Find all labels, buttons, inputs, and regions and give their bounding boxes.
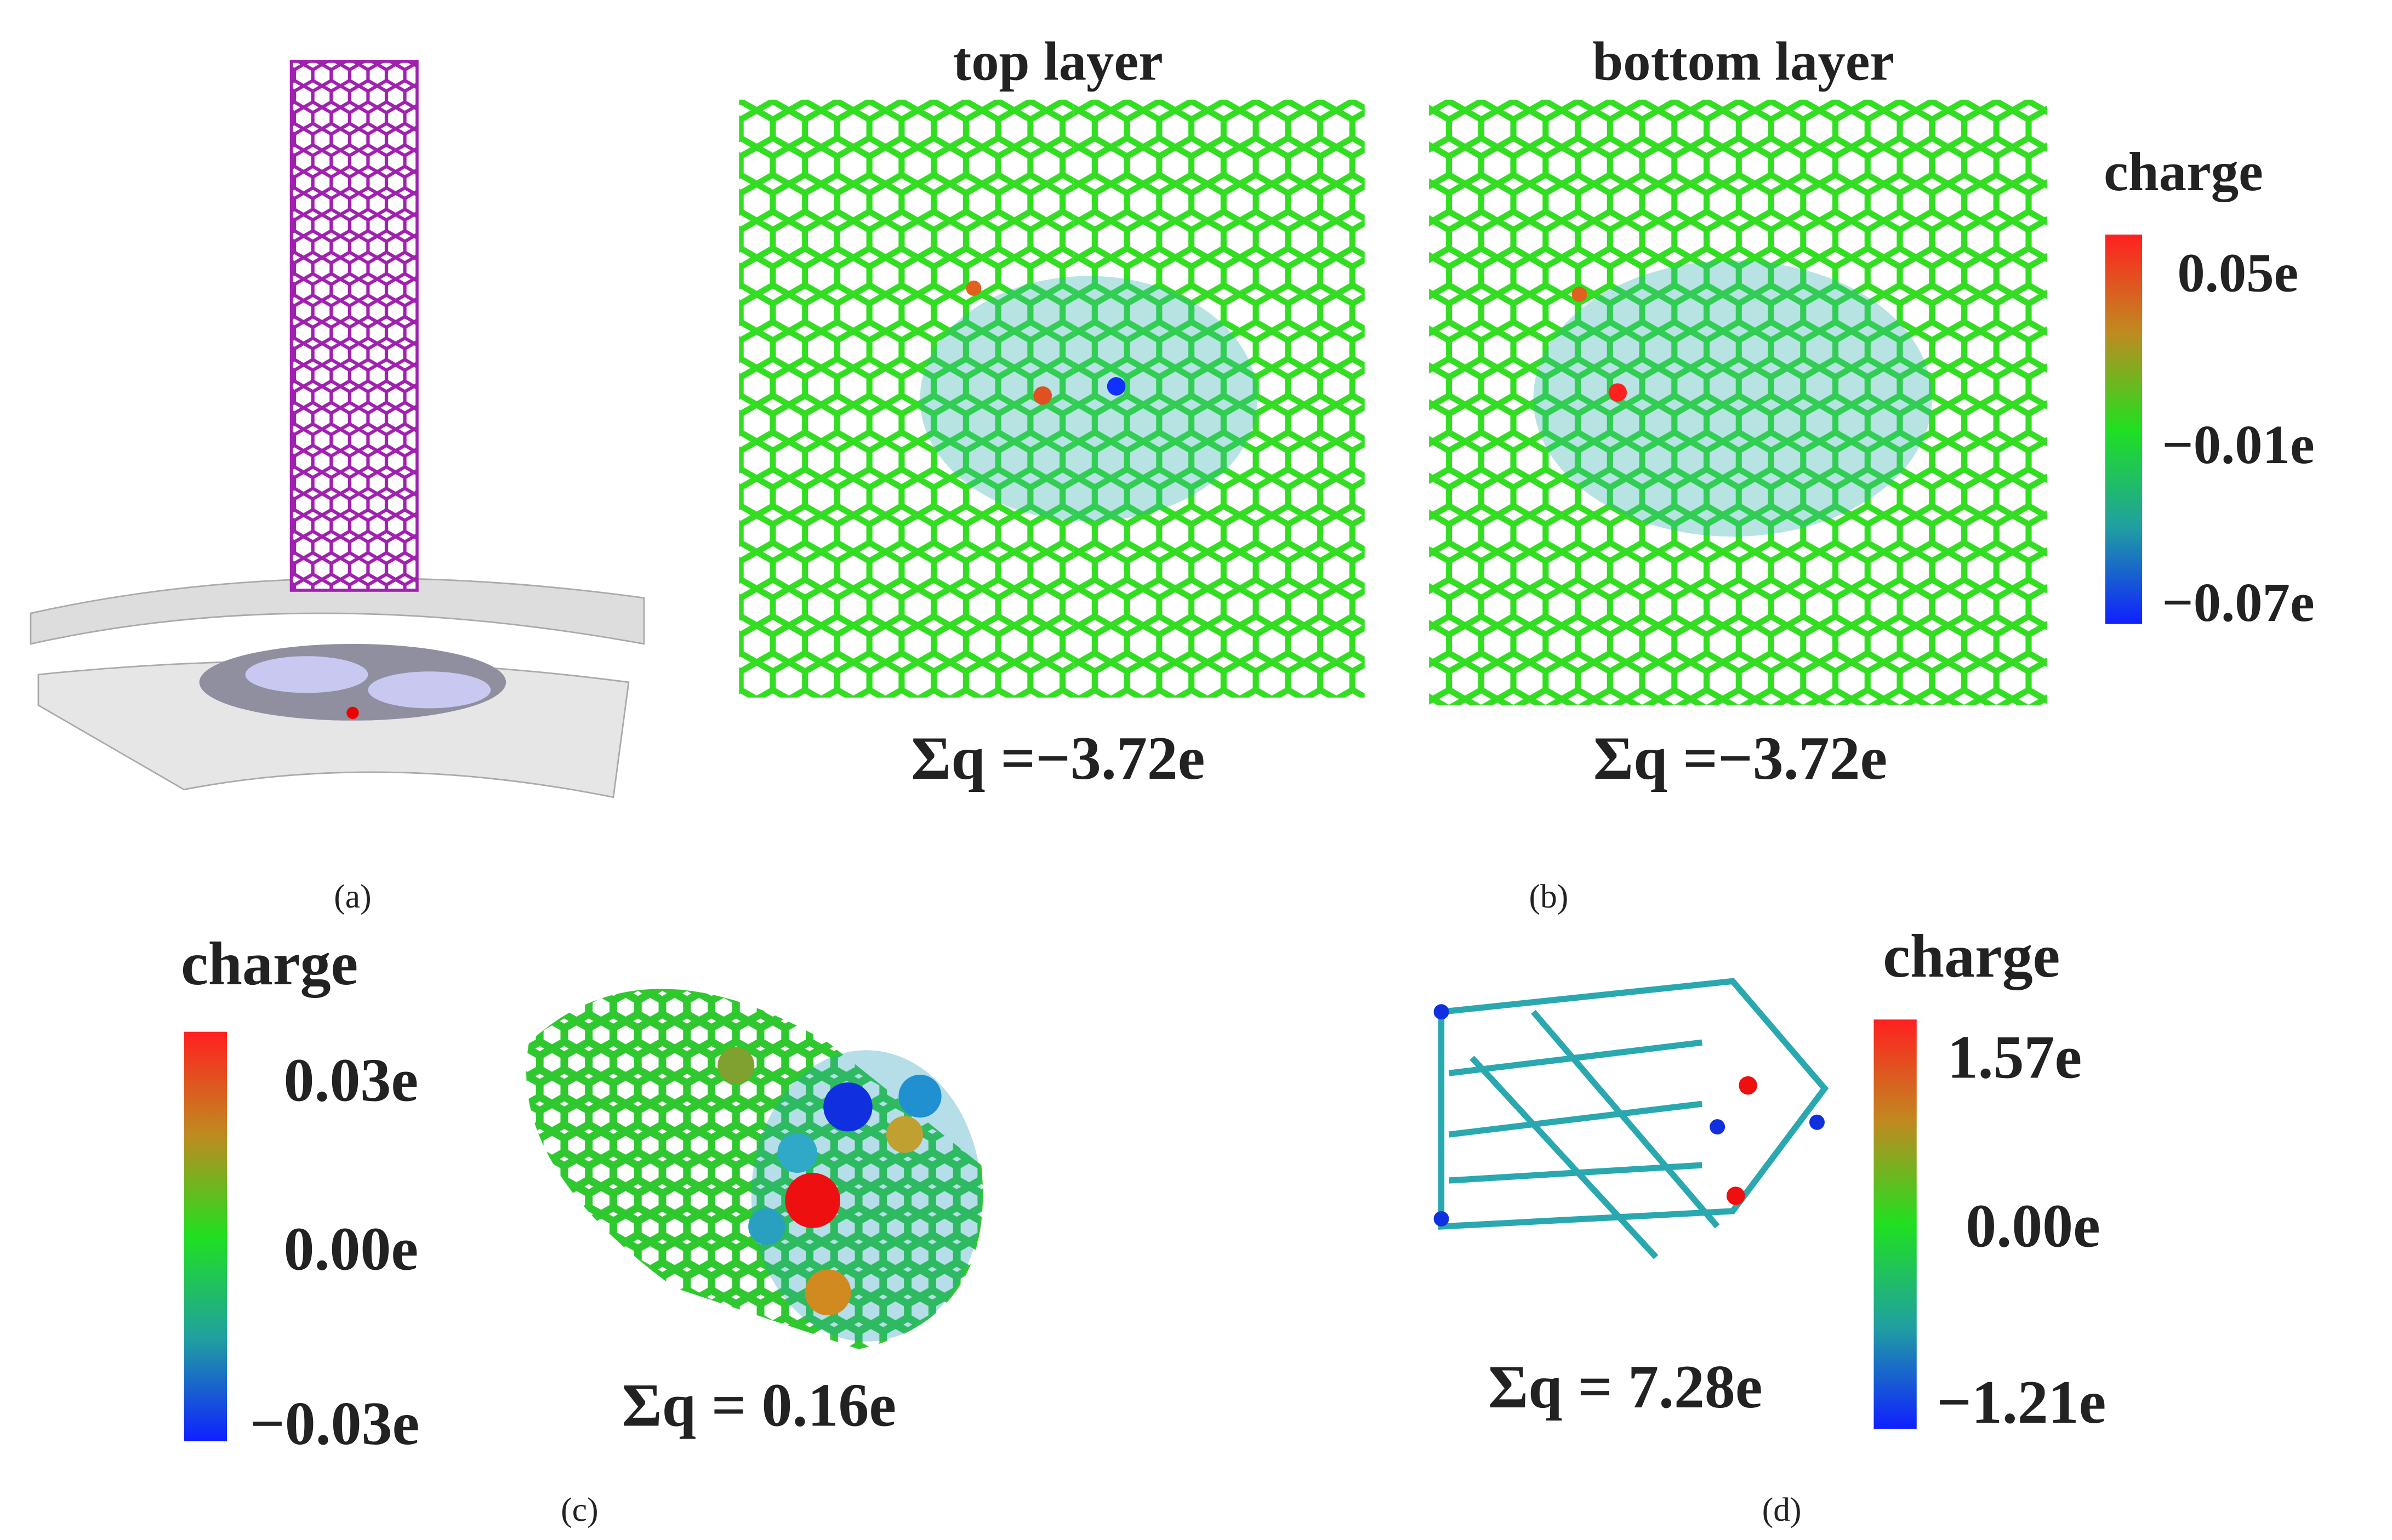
nanotube-segment-render xyxy=(526,989,983,1349)
panel-a: (a) xyxy=(30,60,645,915)
panel-label: (a) xyxy=(334,878,371,915)
molecule-render xyxy=(1433,978,1829,1259)
colorbar-title: charge xyxy=(181,930,358,998)
nanotube xyxy=(289,60,419,592)
colorbar-label: 0.00e xyxy=(1966,1192,2100,1260)
charge-sum: Σq = 0.16e xyxy=(622,1372,896,1440)
colorbar xyxy=(1873,1019,1917,1429)
charge-sum: Σq =−3.72e xyxy=(1593,725,1887,792)
graphene-bilayer xyxy=(30,577,645,798)
colorbar-title: charge xyxy=(2104,141,2263,202)
top-layer-render xyxy=(739,99,1365,698)
panel-d: Σq = 7.28e charge 1.57e 0.00e −1.21e (d) xyxy=(1433,922,2106,1528)
colorbar-label: −0.01e xyxy=(2162,414,2314,475)
colorbar-title: charge xyxy=(1883,922,2060,990)
colorbar-label: 0.03e xyxy=(284,1047,418,1115)
colorbar-label: −0.03e xyxy=(250,1390,419,1458)
colorbar-label: −0.07e xyxy=(2162,572,2314,633)
colorbar-label: −1.21e xyxy=(1937,1368,2106,1436)
bottom-layer-title: bottom layer xyxy=(1592,30,1894,92)
panel-label: (c) xyxy=(561,1491,598,1528)
top-layer-title: top layer xyxy=(953,30,1163,92)
colorbar-label: 0.05e xyxy=(2177,242,2298,304)
bottom-layer-render xyxy=(1429,99,2047,705)
charge-sum: Σq =−3.72e xyxy=(911,725,1205,792)
panel-b: top layer bottom layer Σq =−3.72e Σq =−3… xyxy=(739,30,2315,915)
colorbar-label: 1.57e xyxy=(1947,1024,2082,1092)
colorbar-label: 0.00e xyxy=(284,1215,418,1283)
colorbar xyxy=(2105,235,2143,624)
panel-label: (b) xyxy=(1529,878,1569,915)
colorbar xyxy=(184,1031,227,1441)
charge-sum: Σq = 7.28e xyxy=(1488,1353,1763,1421)
panel-label: (d) xyxy=(1762,1491,1802,1528)
panel-c: charge 0.03e 0.00e −0.03e Σq = 0.16e (c) xyxy=(181,930,983,1528)
